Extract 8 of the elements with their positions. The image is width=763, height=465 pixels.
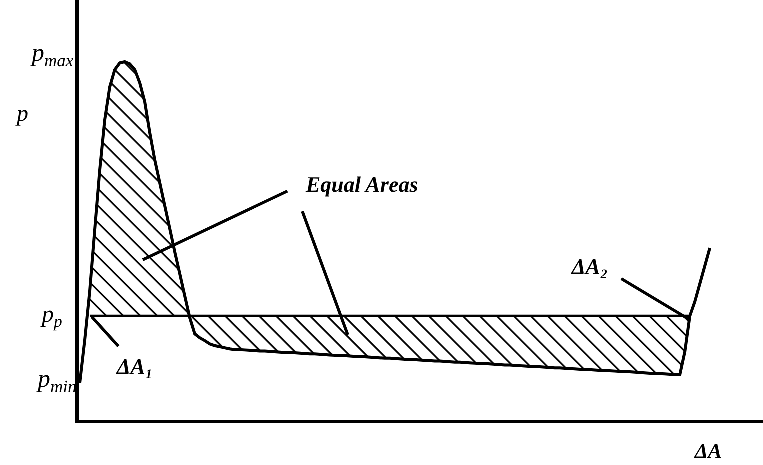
annotation: ΔA₁ xyxy=(116,354,154,379)
annotation: Equal Areas xyxy=(305,172,418,197)
y-axis-title: p xyxy=(15,101,28,126)
ref-line-label: p$_{p}$ xyxy=(40,302,62,332)
text: p$_{min}$ xyxy=(36,366,77,396)
text: p$_{max}$ xyxy=(30,40,74,70)
annotation: ΔA₂ xyxy=(571,254,608,279)
x-axis-title: ΔA xyxy=(694,439,722,463)
